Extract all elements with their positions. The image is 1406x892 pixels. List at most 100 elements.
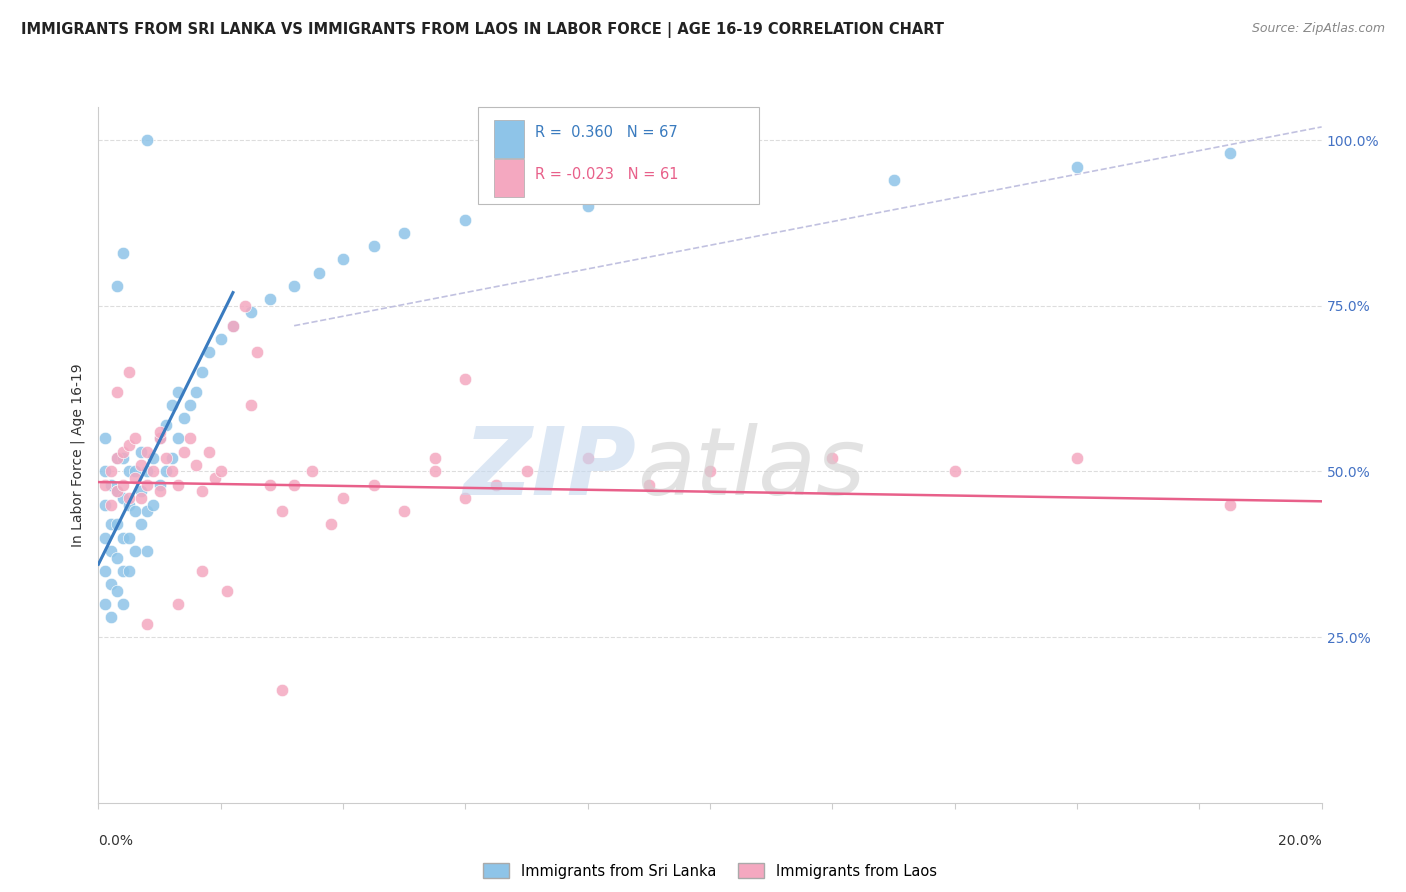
Point <box>233 299 256 313</box>
Point <box>93 498 115 512</box>
Point <box>222 318 245 333</box>
Point <box>149 431 172 445</box>
Text: 20.0%: 20.0% <box>1278 834 1322 848</box>
Point <box>105 517 128 532</box>
Point <box>821 451 844 466</box>
Point <box>186 384 208 399</box>
Point <box>1066 451 1088 466</box>
Text: Source: ZipAtlas.com: Source: ZipAtlas.com <box>1251 22 1385 36</box>
Point <box>111 491 134 505</box>
Point <box>167 384 190 399</box>
Point <box>142 465 165 479</box>
Point <box>699 186 721 201</box>
Text: R =  0.360   N = 67: R = 0.360 N = 67 <box>536 125 678 140</box>
Point <box>136 504 159 518</box>
Point <box>105 451 128 466</box>
Point <box>204 471 226 485</box>
Point <box>191 365 214 379</box>
Point <box>129 458 152 472</box>
Point <box>240 305 263 319</box>
Point <box>111 597 134 611</box>
Point <box>100 517 122 532</box>
Point <box>392 504 416 518</box>
Point <box>363 477 385 491</box>
Point <box>209 332 232 346</box>
Y-axis label: In Labor Force | Age 16-19: In Labor Force | Age 16-19 <box>70 363 86 547</box>
Point <box>105 550 128 565</box>
Point <box>155 465 177 479</box>
Point <box>129 484 152 499</box>
Point <box>1219 146 1241 161</box>
Point <box>118 564 141 578</box>
Point <box>222 318 245 333</box>
Point <box>124 504 146 518</box>
Point <box>191 484 214 499</box>
Point <box>111 531 134 545</box>
Point <box>136 616 159 631</box>
Point <box>454 491 477 505</box>
Point <box>136 133 159 147</box>
Point <box>93 597 115 611</box>
Point <box>943 465 966 479</box>
Point <box>124 465 146 479</box>
Point <box>308 266 330 280</box>
Point <box>93 531 115 545</box>
Point <box>363 239 385 253</box>
Point <box>167 597 190 611</box>
Point <box>93 465 115 479</box>
Point <box>124 471 146 485</box>
Point <box>454 212 477 227</box>
Point <box>111 564 134 578</box>
Point <box>100 610 122 624</box>
Point <box>883 173 905 187</box>
Point <box>423 451 446 466</box>
Point <box>160 465 183 479</box>
FancyBboxPatch shape <box>478 107 759 204</box>
Point <box>93 477 115 491</box>
Point <box>129 517 152 532</box>
Point <box>129 444 152 458</box>
Point <box>111 477 134 491</box>
Point <box>142 451 165 466</box>
Point <box>283 279 305 293</box>
Point <box>118 498 141 512</box>
Point <box>136 444 159 458</box>
Point <box>136 465 159 479</box>
Point <box>215 583 238 598</box>
Point <box>173 411 195 425</box>
Point <box>100 498 122 512</box>
Point <box>332 252 354 267</box>
Point <box>516 465 538 479</box>
Point <box>240 398 263 412</box>
Point <box>149 484 172 499</box>
Point <box>186 458 208 472</box>
Point <box>197 345 219 359</box>
Point <box>100 477 122 491</box>
Point <box>118 438 141 452</box>
Point <box>136 544 159 558</box>
Point <box>118 465 141 479</box>
Point <box>111 245 134 260</box>
Point <box>191 564 214 578</box>
Point <box>118 531 141 545</box>
Point <box>155 451 177 466</box>
Point <box>160 398 183 412</box>
Point <box>93 564 115 578</box>
Point <box>105 484 128 499</box>
Point <box>136 477 159 491</box>
Point <box>1219 498 1241 512</box>
Point <box>209 465 232 479</box>
Point <box>111 444 134 458</box>
Point <box>118 491 141 505</box>
Point <box>105 384 128 399</box>
Point <box>105 451 128 466</box>
Point <box>100 577 122 591</box>
Text: IMMIGRANTS FROM SRI LANKA VS IMMIGRANTS FROM LAOS IN LABOR FORCE | AGE 16-19 COR: IMMIGRANTS FROM SRI LANKA VS IMMIGRANTS … <box>21 22 943 38</box>
Point <box>270 683 292 698</box>
Point <box>197 444 219 458</box>
Point <box>319 517 342 532</box>
Point <box>301 465 323 479</box>
Point <box>129 491 152 505</box>
Point <box>179 431 201 445</box>
Point <box>142 498 165 512</box>
